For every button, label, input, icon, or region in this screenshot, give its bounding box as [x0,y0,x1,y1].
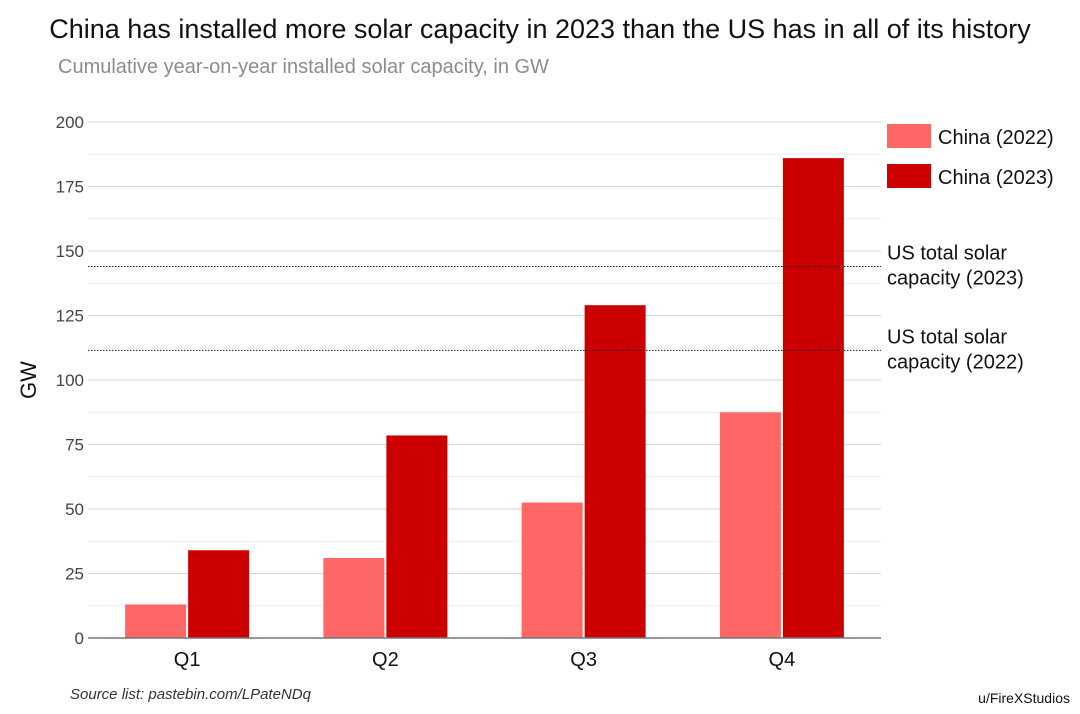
x-category-label: Q4 [769,649,796,671]
bar-china-2023-q3 [584,305,646,638]
y-tick-label: 50 [65,500,84,519]
y-tick-label: 150 [56,242,84,261]
legend: China (2022) China (2023) [887,124,1054,189]
reference-label-line1: US total solar [887,326,1007,348]
y-tick-label: 75 [65,436,84,455]
x-category-label: Q3 [570,649,597,671]
bars [125,158,844,638]
bar-china-2022-q2 [323,558,385,638]
x-category-label: Q1 [174,649,201,671]
legend-swatch [887,164,931,188]
bar-china-2023-q4 [782,158,844,638]
y-axis-ticks: 0 25 50 75 100 125 150 175 200 [56,113,84,648]
legend-label: China (2023) [938,167,1054,189]
y-tick-label: 100 [56,371,84,390]
bar-china-2022-q1 [125,604,187,638]
x-axis-categories: Q1 Q2 Q3 Q4 [174,649,795,671]
bar-china-2023-q1 [188,550,250,638]
y-tick-label: 0 [75,629,84,648]
bar-china-2022-q3 [521,502,583,638]
x-category-label: Q2 [372,649,399,671]
y-tick-label: 25 [65,565,84,584]
reference-lines: US total solar capacity (2023) US total so… [88,242,1024,373]
y-tick-label: 175 [56,178,84,197]
chart-title: China has installed more solar capacity … [49,14,1031,44]
y-axis-label: GW [16,361,41,399]
chart-subtitle: Cumulative year-on-year installed solar … [58,56,549,78]
bar-china-2023-q2 [386,435,448,638]
reference-label-line2: capacity (2022) [887,351,1024,373]
y-tick-label: 125 [56,307,84,326]
credit-note: u/FireXStudios [978,690,1070,706]
bar-china-2022-q4 [719,412,781,638]
reference-label-line1: US total solar [887,242,1007,264]
source-note: Source list: pastebin.com/LPateNDq [70,686,311,703]
legend-label: China (2022) [938,127,1054,149]
y-tick-label: 200 [56,113,84,132]
legend-swatch [887,124,931,148]
reference-label-line2: capacity (2023) [887,267,1024,289]
